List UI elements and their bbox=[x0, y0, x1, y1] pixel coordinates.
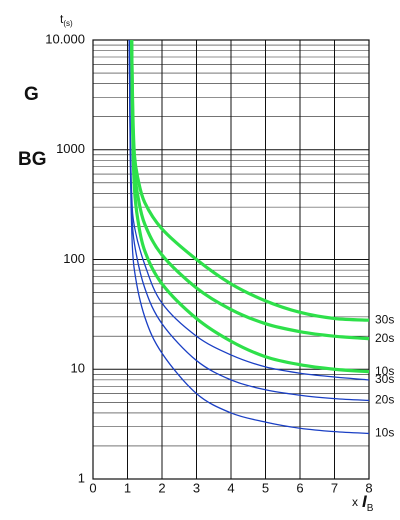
x-tick-label: 2 bbox=[158, 480, 165, 495]
curve bbox=[128, 39, 370, 402]
y-tick-label: 100 bbox=[63, 251, 85, 266]
x-label: x bbox=[352, 495, 358, 509]
y-tick-label: 1000 bbox=[56, 141, 85, 156]
x-tick-label: 1 bbox=[124, 480, 131, 495]
x-tick-label: 8 bbox=[365, 480, 372, 495]
x-tick-label: 3 bbox=[193, 480, 200, 495]
y-label: t bbox=[60, 12, 64, 26]
x-label-symbol: I bbox=[362, 492, 368, 511]
x-axis-title: x IB bbox=[352, 492, 374, 513]
annotation: G bbox=[24, 84, 39, 105]
x-tick-label: 0 bbox=[89, 480, 96, 495]
curve bbox=[128, 39, 370, 435]
series-label: 20s bbox=[375, 393, 394, 407]
curve bbox=[130, 39, 370, 374]
y-label-sub: (s) bbox=[63, 19, 73, 28]
series-label: 30s bbox=[375, 372, 394, 386]
series-label: 20s bbox=[375, 331, 394, 345]
x-tick-label: 4 bbox=[227, 480, 234, 495]
plot-border bbox=[92, 39, 370, 480]
x-label-sub: B bbox=[367, 503, 374, 514]
y-axis-title: t(s) bbox=[60, 12, 73, 28]
series-label: 10s bbox=[375, 364, 394, 378]
y-tick-label: 1 bbox=[78, 470, 85, 485]
curve bbox=[130, 39, 370, 322]
series-label: 30s bbox=[375, 312, 394, 326]
series-label: 10s bbox=[375, 426, 394, 440]
x-tick-label: 7 bbox=[331, 480, 338, 495]
annotation: BG bbox=[18, 149, 47, 170]
y-tick-label: 10 bbox=[71, 361, 85, 376]
y-tick-label: 10.000 bbox=[45, 31, 85, 46]
x-tick-label: 6 bbox=[296, 480, 303, 495]
x-tick-label: 5 bbox=[262, 480, 269, 495]
